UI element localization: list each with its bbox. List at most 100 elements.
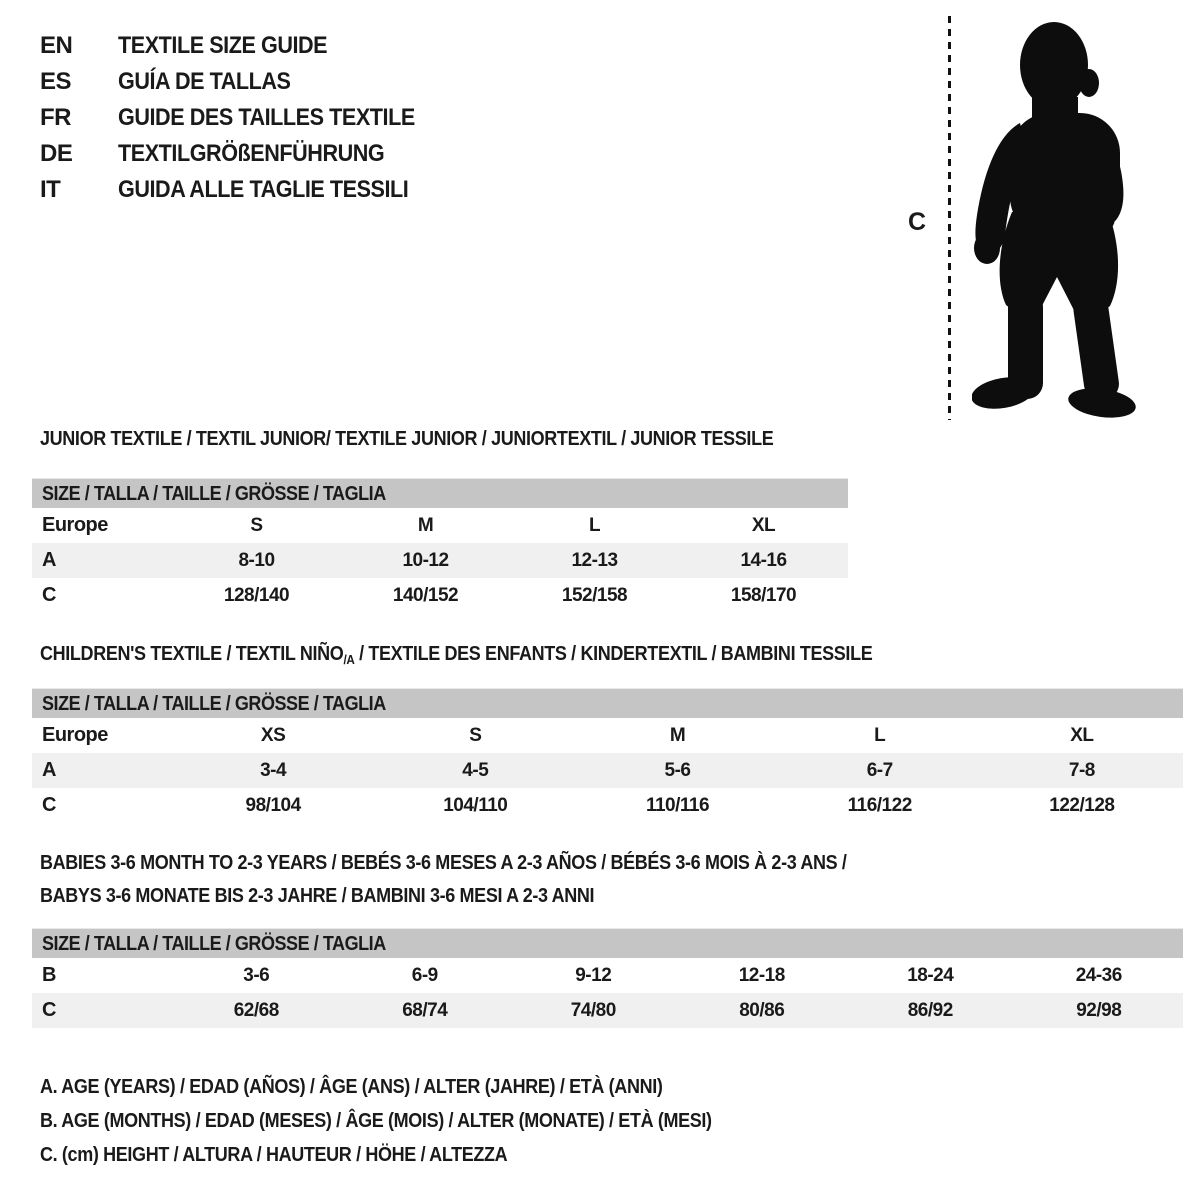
- section-title-children-text: CHILDREN'S TEXTILE / TEXTIL NIÑO/A / TEX…: [40, 643, 873, 667]
- toddler-silhouette: [972, 22, 1136, 418]
- table-cell: 6-7: [866, 759, 893, 781]
- babies-title-line1: BABIES 3-6 MONTH TO 2-3 YEARS / BEBÉS 3-…: [40, 852, 847, 874]
- language-row: ES GUÍA DE TALLAS: [40, 64, 448, 100]
- table-row: A 8-10 10-12 12-13 14-16: [32, 543, 848, 578]
- table-size-header-text: SIZE / TALLA / TAILLE / GRÖSSE / TAGLIA: [42, 483, 386, 505]
- row-label: Europe: [42, 724, 108, 746]
- table-cell: 3-4: [260, 759, 287, 781]
- table-cell: 68/74: [402, 999, 448, 1021]
- footnote-text: A. AGE (YEARS) / EDAD (AÑOS) / ÂGE (ANS)…: [40, 1076, 663, 1098]
- row-label: A: [42, 759, 56, 781]
- language-row: IT GUIDA ALLE TAGLIE TESSILI: [40, 172, 448, 208]
- table-row: C 62/68 68/74 74/80 80/86 86/92 92/98: [32, 993, 1183, 1028]
- table-cell: 98/104: [245, 794, 302, 816]
- row-label: Europe: [42, 514, 108, 536]
- row-label: C: [42, 999, 56, 1021]
- table-cell: L: [874, 724, 886, 746]
- guide-title: GUÍA DE TALLAS: [118, 68, 291, 95]
- table-cell: 5-6: [664, 759, 691, 781]
- guide-title: TEXTILE SIZE GUIDE: [118, 32, 328, 59]
- guide-title: GUIDE DES TAILLES TEXTILE: [118, 104, 415, 131]
- table-cell: 62/68: [233, 999, 280, 1021]
- row-label: C: [42, 794, 56, 816]
- table-row: C 128/140 140/152 152/158 158/170: [32, 578, 848, 613]
- table-cell: XL: [1070, 724, 1094, 746]
- guide-title: TEXTILGRÖßENFÜHRUNG: [118, 140, 385, 167]
- table-body: Europe S M L XL A 8-10 10-12 12-13 14-16 C 128/140 1…: [32, 508, 848, 613]
- table-cell: 140/152: [392, 584, 459, 606]
- table-cell: 158/170: [730, 584, 797, 606]
- table-cell: 12-18: [738, 964, 786, 986]
- table-cell: 7-8: [1068, 759, 1095, 781]
- babies-title-line2: BABYS 3-6 MONATE BIS 2-3 JAHRE / BAMBINI…: [40, 885, 595, 907]
- footnote-legend: A. AGE (YEARS) / EDAD (AÑOS) / ÂGE (ANS)…: [40, 1070, 786, 1172]
- table-cell: M: [417, 514, 434, 536]
- table-cell: 128/140: [223, 584, 290, 606]
- children-size-table: SIZE / TALLA / TAILLE / GRÖSSE / TAGLIA …: [32, 688, 1183, 823]
- language-row: FR GUIDE DES TAILLES TEXTILE: [40, 100, 448, 136]
- section-title-junior: JUNIOR TEXTILE / TEXTIL JUNIOR/ TEXTILE …: [40, 428, 855, 451]
- section-title-babies: BABIES 3-6 MONTH TO 2-3 YEARS / BEBÉS 3-…: [40, 847, 936, 913]
- table-size-header-text: SIZE / TALLA / TAILLE / GRÖSSE / TAGLIA: [42, 693, 386, 715]
- table-cell: 10-12: [402, 549, 449, 571]
- table-row: C 98/104 104/110 110/116 116/122 122/128: [32, 788, 1183, 823]
- language-title-list: EN TEXTILE SIZE GUIDE ES GUÍA DE TALLAS …: [40, 28, 448, 208]
- footnote-line: C. (cm) HEIGHT / ALTURA / HAUTEUR / HÖHE…: [40, 1138, 786, 1172]
- table-cell: 86/92: [907, 999, 954, 1021]
- table-body: Europe XS S M L XL A 3-4 4-5 5-6 6-7 7-8 C 98/104 104/…: [32, 718, 1183, 823]
- table-cell: L: [588, 514, 601, 536]
- footnote-text: B. AGE (MONTHS) / EDAD (MESES) / ÂGE (MO…: [40, 1110, 712, 1132]
- table-cell: 8-10: [238, 549, 275, 571]
- table-cell: 116/122: [847, 794, 913, 816]
- footnote-text: C. (cm) HEIGHT / ALTURA / HAUTEUR / HÖHE…: [40, 1144, 508, 1166]
- table-cell: 152/158: [561, 584, 628, 606]
- footnote-line: A. AGE (YEARS) / EDAD (AÑOS) / ÂGE (ANS)…: [40, 1070, 786, 1104]
- language-code: EN: [40, 32, 73, 59]
- height-measure-line: [948, 16, 951, 420]
- table-cell: 104/110: [443, 794, 508, 816]
- table-size-header: SIZE / TALLA / TAILLE / GRÖSSE / TAGLIA: [32, 478, 848, 508]
- table-cell: 92/98: [1076, 999, 1122, 1021]
- row-label: B: [42, 964, 56, 986]
- guide-title: GUIDA ALLE TAGLIE TESSILI: [118, 176, 409, 203]
- section-title-children: CHILDREN'S TEXTILE / TEXTIL NIÑO/A / TEX…: [40, 643, 965, 667]
- table-cell: 122/128: [1049, 794, 1115, 816]
- table-cell: S: [469, 724, 482, 746]
- row-label: A: [42, 549, 56, 571]
- table-cell: 14-16: [740, 549, 787, 571]
- table-cell: 6-9: [411, 964, 438, 986]
- table-cell: S: [250, 514, 263, 536]
- table-cell: 80/86: [739, 999, 785, 1021]
- section-title-junior-text: JUNIOR TEXTILE / TEXTIL JUNIOR/ TEXTILE …: [40, 428, 774, 450]
- table-row: Europe S M L XL: [32, 508, 848, 543]
- table-cell: 18-24: [907, 964, 954, 986]
- table-body: B 3-6 6-9 9-12 12-18 18-24 24-36 C 62/68 68/74 74/…: [32, 958, 1183, 1028]
- table-cell: M: [669, 724, 686, 746]
- footnote-line: B. AGE (MONTHS) / EDAD (MESES) / ÂGE (MO…: [40, 1104, 786, 1138]
- language-code: ES: [40, 68, 72, 95]
- height-measure-label: C: [908, 208, 927, 236]
- table-cell: XL: [751, 514, 776, 536]
- language-code: FR: [40, 104, 72, 131]
- title-subscript: /A: [343, 652, 355, 667]
- table-cell: 74/80: [570, 999, 617, 1021]
- table-cell: 4-5: [462, 759, 489, 781]
- title-post: / TEXTILE DES ENFANTS / KINDERTEXTIL / B…: [354, 643, 873, 665]
- table-cell: 24-36: [1075, 964, 1123, 986]
- row-label: C: [42, 584, 56, 606]
- table-size-header: SIZE / TALLA / TAILLE / GRÖSSE / TAGLIA: [32, 688, 1183, 718]
- language-code: IT: [40, 176, 61, 203]
- table-cell: 110/116: [645, 794, 710, 816]
- language-row: DE TEXTILGRÖßENFÜHRUNG: [40, 136, 448, 172]
- table-row: Europe XS S M L XL: [32, 718, 1183, 753]
- table-row: A 3-4 4-5 5-6 6-7 7-8: [32, 753, 1183, 788]
- table-row: B 3-6 6-9 9-12 12-18 18-24 24-36: [32, 958, 1183, 993]
- babies-size-table: SIZE / TALLA / TAILLE / GRÖSSE / TAGLIA …: [32, 928, 1183, 1028]
- language-row: EN TEXTILE SIZE GUIDE: [40, 28, 448, 64]
- table-cell: 12-13: [571, 549, 618, 571]
- table-cell: 9-12: [575, 964, 612, 986]
- title-pre: CHILDREN'S TEXTILE / TEXTIL NIÑO: [40, 643, 344, 665]
- language-code: DE: [40, 140, 73, 167]
- table-cell: XS: [260, 724, 286, 746]
